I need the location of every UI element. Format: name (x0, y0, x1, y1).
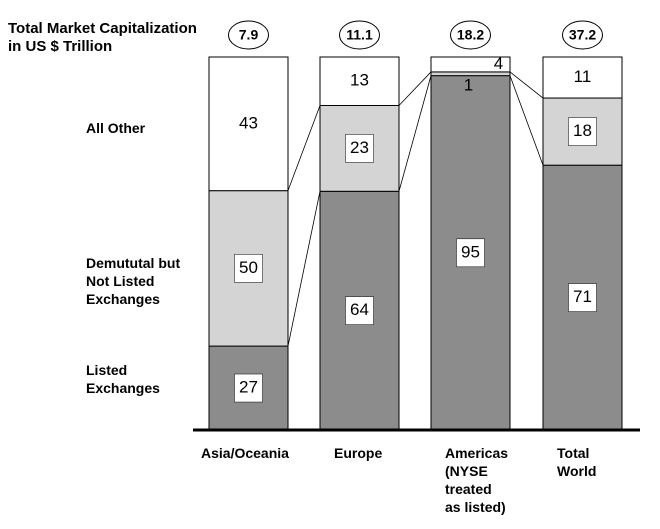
x-tick-label: Asia/Oceania (201, 445, 289, 461)
bar-segment (430, 56, 511, 73)
value-label: 13 (350, 71, 369, 90)
connector (509, 71, 544, 99)
total-label: 37.2 (569, 27, 596, 43)
connector (398, 71, 432, 106)
value-label: 50 (239, 258, 258, 277)
legend-label: All Other (86, 120, 146, 136)
value-label: 18 (573, 121, 592, 140)
value-label-box (234, 373, 263, 403)
value-label: 43 (239, 113, 258, 132)
connector (287, 105, 321, 191)
total-label: 7.9 (239, 27, 259, 43)
value-label: 95 (461, 242, 480, 261)
x-tick-label: Total World (557, 445, 597, 479)
value-label-box (456, 238, 485, 268)
x-tick-label: Americas (NYSE treated as listed) (445, 445, 509, 515)
value-label: 1 (464, 75, 473, 94)
value-label: 64 (350, 300, 369, 319)
total-ellipse (562, 20, 603, 50)
connector (287, 191, 321, 347)
value-label-box (568, 117, 597, 146)
total-ellipse (339, 20, 380, 50)
bar-segment (542, 56, 623, 99)
bar-segment (319, 56, 400, 106)
bar-segment (208, 56, 289, 192)
total-label: 18.2 (457, 27, 484, 43)
total-label: 11.1 (346, 27, 373, 43)
value-label: 4 (494, 54, 503, 73)
legend-label: Listed Exchanges (86, 362, 160, 396)
value-label: 23 (350, 138, 369, 157)
legend-label: Demututal but Not Listed Exchanges (86, 255, 181, 307)
x-tick-label: Europe (334, 445, 383, 461)
value-label: 27 (239, 378, 258, 397)
value-label-box (234, 254, 263, 283)
value-label-box (345, 296, 374, 325)
value-label: 71 (573, 287, 592, 306)
value-label: 11 (574, 67, 592, 86)
total-ellipse (450, 20, 491, 50)
chart-title: Total Market Capitalization in US $ Tril… (8, 20, 197, 55)
value-label-box (568, 283, 597, 312)
connector (398, 75, 432, 192)
value-label-box (345, 134, 374, 163)
total-ellipse (228, 20, 269, 50)
connector (509, 75, 544, 166)
